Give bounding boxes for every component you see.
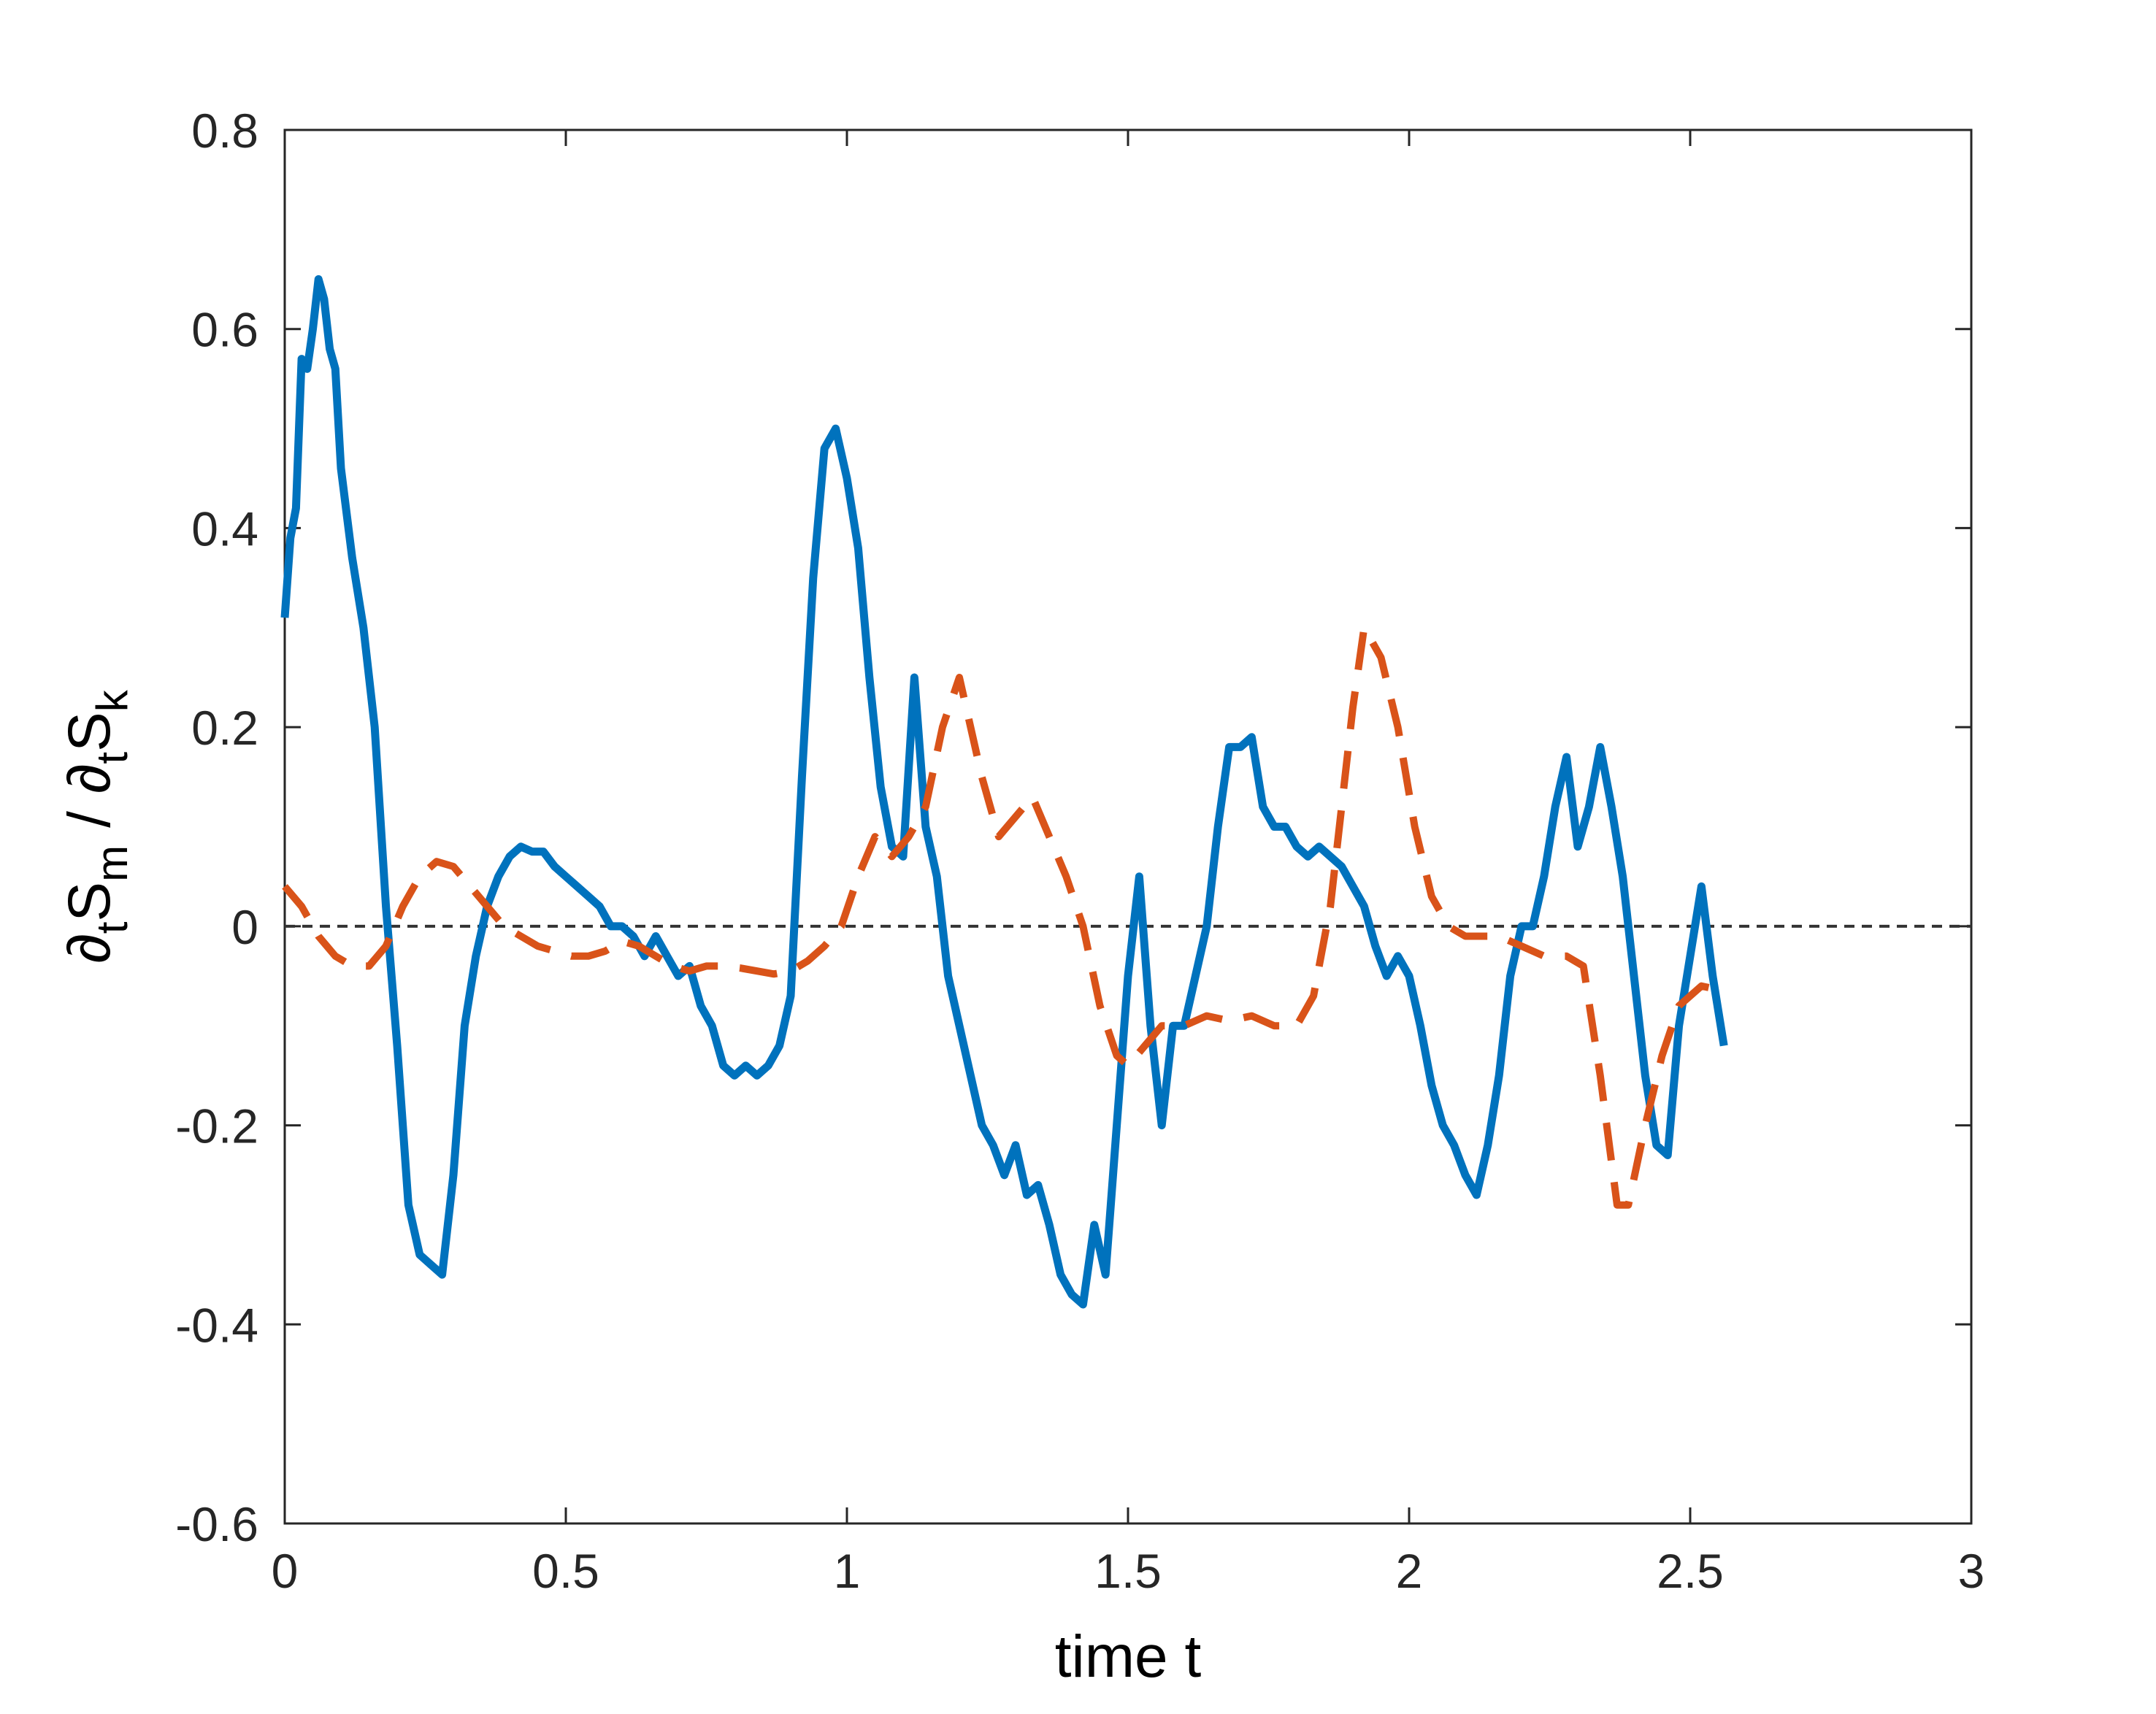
y-tick-label: -0.6 — [175, 1497, 258, 1551]
y-label-num-sub: t — [88, 921, 137, 934]
x-tick-label: 2.5 — [1657, 1544, 1724, 1598]
x-axis-title: time t — [1055, 1623, 1202, 1690]
x-tick-label: 2 — [1396, 1544, 1423, 1598]
y-label-num-main: S — [56, 882, 123, 922]
y-tick-label: -0.2 — [175, 1099, 258, 1153]
y-label-den-main: S — [56, 712, 123, 752]
series-line-2 — [282, 623, 1725, 1209]
y-label-den-main-sub: k — [88, 689, 137, 712]
y-tick-label: 0 — [231, 900, 258, 954]
y-label-num-symbol: ∂ — [56, 934, 123, 964]
y-axis-title: ∂tSm/∂tSk — [56, 689, 137, 964]
y-tick-label: -0.4 — [175, 1298, 258, 1352]
svg-text:∂tSm/∂tSk: ∂tSm/∂tSk — [56, 689, 137, 964]
x-tick-label: 0.5 — [532, 1544, 599, 1598]
series-group — [280, 275, 1728, 1309]
x-tick-label: 0 — [272, 1544, 299, 1598]
x-tick-label: 1.5 — [1094, 1544, 1162, 1598]
y-label-den-sub: t — [88, 752, 137, 764]
plot-area — [283, 128, 1973, 1525]
y-tick-label: 0.8 — [191, 104, 258, 158]
axis-ticks: 0 0.5 1 1.5 2 2.5 3 -0.6 -0.4 -0.2 0 0.2 0.4 0.6 0.8 — [175, 104, 1984, 1598]
x-tick-label: 3 — [1958, 1544, 1985, 1598]
y-label-slash: / — [56, 811, 123, 828]
x-tick-label: 1 — [834, 1544, 861, 1598]
y-tick-label: 0.6 — [191, 303, 258, 357]
y-tick-label: 0.2 — [191, 701, 258, 755]
y-tick-label: 0.4 — [191, 501, 258, 556]
y-label-num-main-sub: m — [88, 845, 137, 882]
series-line-1 — [280, 275, 1728, 1309]
y-label-den-symbol: ∂ — [56, 764, 123, 794]
